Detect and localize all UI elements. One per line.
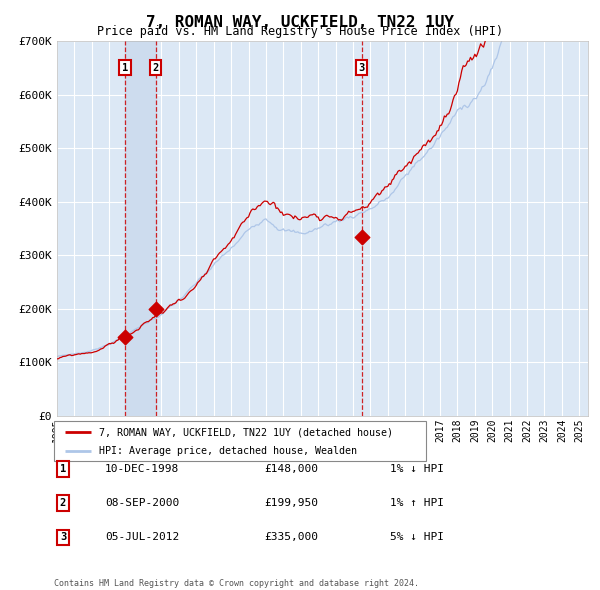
Point: [121, 332, 130, 342]
Point: [151, 304, 160, 314]
Text: HPI: Average price, detached house, Wealden: HPI: Average price, detached house, Weal…: [98, 445, 356, 455]
Text: 10-DEC-1998: 10-DEC-1998: [105, 464, 179, 474]
Text: Contains HM Land Registry data © Crown copyright and database right 2024.
This d: Contains HM Land Registry data © Crown c…: [54, 579, 419, 590]
Text: £148,000: £148,000: [264, 464, 318, 474]
Text: 1% ↓ HPI: 1% ↓ HPI: [390, 464, 444, 474]
Text: 08-SEP-2000: 08-SEP-2000: [105, 499, 179, 508]
Text: 7, ROMAN WAY, UCKFIELD, TN22 1UY: 7, ROMAN WAY, UCKFIELD, TN22 1UY: [146, 15, 454, 30]
Text: 1% ↑ HPI: 1% ↑ HPI: [390, 499, 444, 508]
Text: 2: 2: [60, 499, 66, 508]
Text: £335,000: £335,000: [264, 533, 318, 542]
Text: 3: 3: [60, 533, 66, 542]
Bar: [125, 41, 155, 416]
Text: 5% ↓ HPI: 5% ↓ HPI: [390, 533, 444, 542]
Text: 05-JUL-2012: 05-JUL-2012: [105, 533, 179, 542]
FancyBboxPatch shape: [54, 421, 426, 461]
Text: 7, ROMAN WAY, UCKFIELD, TN22 1UY (detached house): 7, ROMAN WAY, UCKFIELD, TN22 1UY (detach…: [98, 427, 392, 437]
Text: 1: 1: [122, 63, 128, 73]
Point: [357, 232, 367, 241]
Text: 3: 3: [359, 63, 365, 73]
Text: £199,950: £199,950: [264, 499, 318, 508]
Text: Price paid vs. HM Land Registry's House Price Index (HPI): Price paid vs. HM Land Registry's House …: [97, 25, 503, 38]
Text: 1: 1: [60, 464, 66, 474]
Text: 2: 2: [152, 63, 159, 73]
